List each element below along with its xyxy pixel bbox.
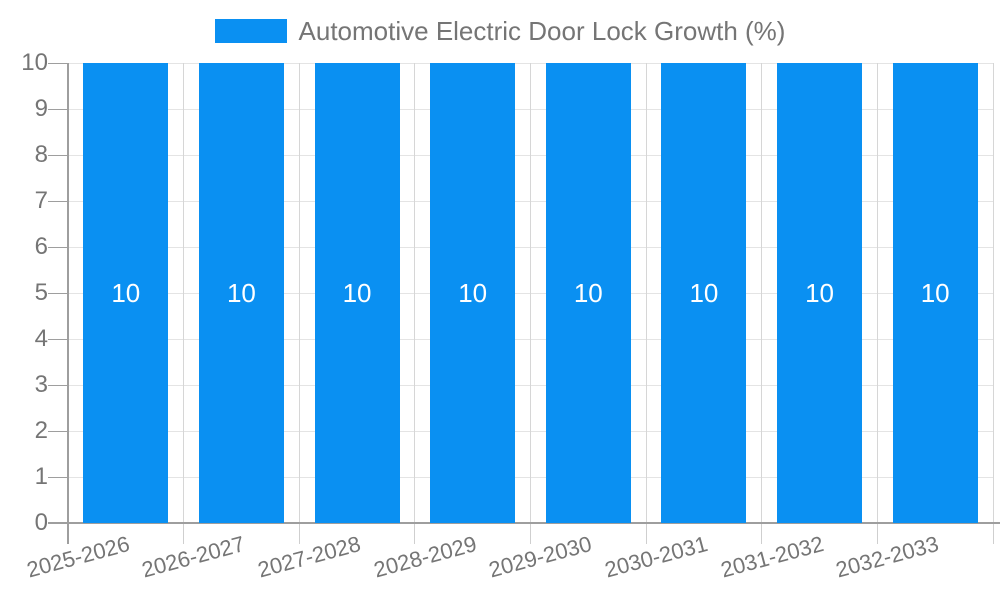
x-axis-tick [876, 523, 878, 544]
v-gridline [761, 63, 763, 523]
x-axis-tick [992, 523, 994, 544]
y-axis-tick [48, 108, 68, 110]
bar-value-label: 10 [573, 278, 603, 308]
x-axis-tick [530, 523, 531, 544]
bar [198, 63, 284, 523]
bar [430, 63, 516, 523]
x-axis-tick [414, 523, 416, 544]
bar-value-label: 10 [805, 278, 835, 308]
y-axis-tick-label: 7 [34, 187, 48, 214]
y-axis-tick-label: 1 [34, 463, 48, 490]
y-axis-tick-label: 3 [34, 371, 48, 398]
y-axis-tick-label: 8 [34, 141, 48, 168]
y-axis-line [67, 63, 69, 544]
y-axis-tick [48, 384, 68, 386]
x-axis-category-label: 2030-2031 [602, 531, 711, 583]
x-axis-tick [761, 523, 763, 544]
bar-value-label: 10 [458, 278, 488, 308]
bar [661, 63, 747, 523]
x-axis-category-label: 2032-2033 [833, 531, 942, 583]
bar [777, 63, 863, 523]
y-axis-tick [48, 430, 68, 432]
y-axis-tick-label: 5 [34, 279, 48, 306]
x-axis-tick [645, 523, 647, 544]
bar [83, 63, 169, 523]
y-axis-tick-label: 4 [34, 325, 48, 352]
y-axis-tick-label: 10 [21, 49, 48, 76]
bar-value-label: 10 [689, 278, 719, 308]
x-axis-category-label: 2025-2026 [23, 531, 133, 583]
x-axis-tick [183, 523, 185, 544]
y-axis-tick [48, 246, 68, 248]
x-axis-line [48, 522, 1000, 524]
y-axis-tick-label: 6 [34, 233, 48, 260]
y-axis-tick [48, 338, 68, 340]
bar-value-label: 10 [111, 278, 141, 308]
v-gridline [183, 63, 185, 523]
v-gridline [876, 63, 878, 523]
legend-swatch [214, 19, 287, 43]
legend[interactable]: Automotive Electric Door Lock Growth (%) [0, 18, 1000, 44]
x-axis-category-label: 2029-2030 [486, 531, 595, 583]
y-axis-tick [48, 154, 68, 156]
y-axis-tick [48, 200, 68, 202]
bar [545, 63, 631, 523]
legend-label: Automotive Electric Door Lock Growth (%) [298, 16, 786, 46]
v-gridline [645, 63, 647, 523]
v-gridline [530, 63, 531, 523]
y-axis-tick-label: 2 [34, 417, 48, 444]
bar-value-label: 10 [342, 278, 372, 308]
x-axis-tick [298, 523, 300, 544]
v-gridline [992, 63, 994, 523]
v-gridline [414, 63, 416, 523]
x-axis-category-label: 2027-2028 [255, 531, 364, 583]
y-axis-tick [48, 292, 68, 294]
x-axis-category-label: 2028-2029 [370, 531, 479, 583]
x-axis-category-label: 2031-2032 [717, 531, 826, 583]
y-axis-tick [48, 476, 68, 478]
bar-value-label: 10 [226, 278, 256, 308]
y-axis-tick [48, 62, 68, 64]
y-axis-tick-label: 9 [34, 95, 48, 122]
bar [314, 63, 400, 523]
v-gridline [298, 63, 300, 523]
x-axis-category-label: 2026-2027 [139, 531, 248, 583]
bar-value-label: 10 [920, 278, 950, 308]
y-axis-tick-label: 0 [34, 509, 48, 536]
bar [892, 63, 978, 523]
